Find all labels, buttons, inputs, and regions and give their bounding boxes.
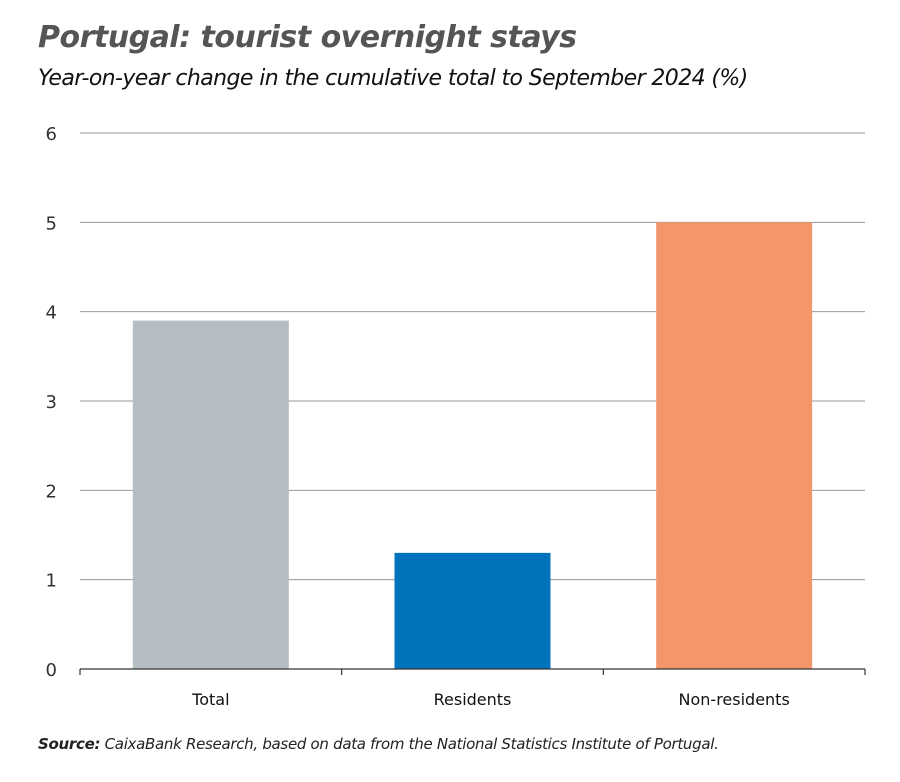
- chart-subtitle: Year-on-year change in the cumulative to…: [38, 66, 748, 91]
- bar-non-residents: [656, 222, 813, 670]
- chart-title: Portugal: tourist overnight stays: [38, 20, 577, 55]
- x-tick-label: Non-residents: [679, 690, 790, 709]
- x-tick-label: Residents: [434, 690, 512, 709]
- source-note: Source: CaixaBank Research, based on dat…: [38, 735, 719, 753]
- source-text: CaixaBank Research, based on data from t…: [100, 735, 719, 753]
- y-tick-label: 4: [46, 303, 57, 324]
- y-tick-label: 5: [46, 213, 57, 234]
- y-tick-label: 3: [46, 392, 57, 413]
- bar-residents: [394, 552, 551, 669]
- source-label: Source:: [38, 735, 101, 753]
- bar-total: [132, 320, 289, 669]
- x-tick-label: Total: [191, 690, 229, 709]
- y-tick-label: 6: [46, 124, 57, 145]
- y-tick-label: 2: [46, 481, 57, 502]
- y-tick-label: 0: [46, 660, 57, 681]
- y-tick-label: 1: [46, 571, 57, 592]
